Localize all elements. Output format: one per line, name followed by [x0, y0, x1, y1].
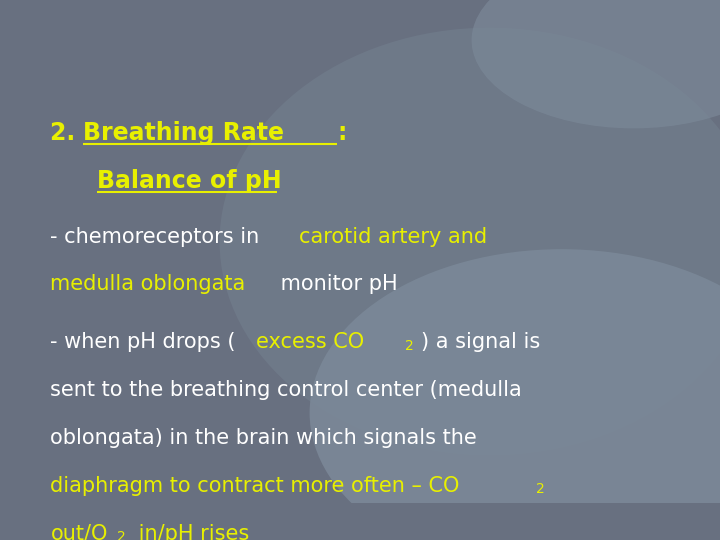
Text: monitor pH: monitor pH	[274, 274, 397, 294]
Text: - chemoreceptors in: - chemoreceptors in	[50, 226, 266, 247]
Text: sent to the breathing control center (medulla: sent to the breathing control center (me…	[50, 380, 522, 400]
Text: carotid artery and: carotid artery and	[299, 226, 487, 247]
Text: 2: 2	[536, 482, 545, 496]
Text: excess CO: excess CO	[256, 332, 364, 352]
Text: - when pH drops (: - when pH drops (	[50, 332, 236, 352]
Text: 2: 2	[405, 339, 414, 353]
Text: :: :	[337, 121, 346, 145]
Text: ) a signal is: ) a signal is	[421, 332, 541, 352]
Text: out/O: out/O	[50, 523, 108, 540]
Text: medulla oblongata: medulla oblongata	[50, 274, 246, 294]
Text: oblongata) in the brain which signals the: oblongata) in the brain which signals th…	[50, 428, 477, 448]
Ellipse shape	[220, 28, 720, 456]
Text: 2: 2	[117, 530, 126, 540]
Text: Breathing Rate: Breathing Rate	[83, 121, 284, 145]
Text: in/pH rises: in/pH rises	[132, 523, 249, 540]
Text: 2.: 2.	[50, 121, 84, 145]
Text: diaphragm to contract more often – CO: diaphragm to contract more often – CO	[50, 476, 460, 496]
Ellipse shape	[310, 249, 720, 540]
Ellipse shape	[472, 0, 720, 129]
Text: Balance of pH: Balance of pH	[97, 168, 282, 193]
